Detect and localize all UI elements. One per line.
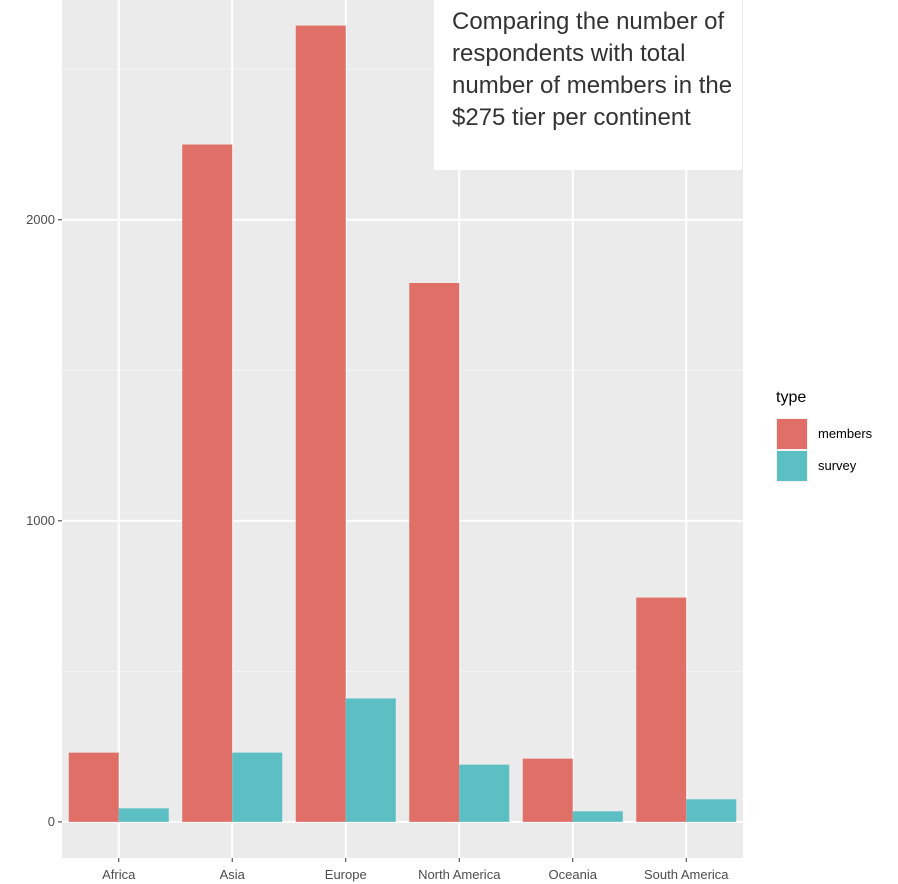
bars — [68, 25, 737, 822]
x-tick-label: Oceania — [549, 867, 598, 882]
bar-survey-north-america — [459, 764, 510, 822]
bar-survey-asia — [232, 752, 283, 822]
legend-label-members: members — [818, 426, 873, 441]
bar-members-asia — [182, 144, 233, 822]
bar-members-europe — [295, 25, 346, 822]
bar-members-north-america — [409, 282, 460, 822]
y-axis: 0 1000 2000 — [26, 212, 62, 829]
x-tick-label: Africa — [102, 867, 136, 882]
legend-label-survey: survey — [818, 458, 857, 473]
y-tick-label: 2000 — [26, 212, 55, 227]
legend-swatch-members — [777, 419, 807, 449]
chart-annotation: Comparing the number of respondents with… — [434, 0, 742, 170]
x-tick-label: North America — [418, 867, 501, 882]
legend: type members survey — [776, 389, 873, 482]
bar-survey-south-america — [686, 799, 737, 822]
legend-swatch-survey — [777, 451, 807, 481]
x-axis: Africa Asia Europe North America Oceania Sout… — [102, 858, 729, 882]
bar-survey-oceania — [572, 811, 623, 822]
bar-members-oceania — [522, 758, 573, 822]
bar-survey-africa — [118, 808, 169, 822]
bar-members-south-america — [636, 597, 687, 822]
x-tick-label: Europe — [325, 867, 367, 882]
bar-survey-europe — [345, 698, 396, 822]
y-tick-label: 1000 — [26, 513, 55, 528]
y-tick-label: 0 — [48, 814, 55, 829]
legend-title: type — [776, 389, 806, 406]
bar-members-africa — [68, 752, 119, 822]
x-tick-label: South America — [644, 867, 729, 882]
x-tick-label: Asia — [220, 867, 246, 882]
